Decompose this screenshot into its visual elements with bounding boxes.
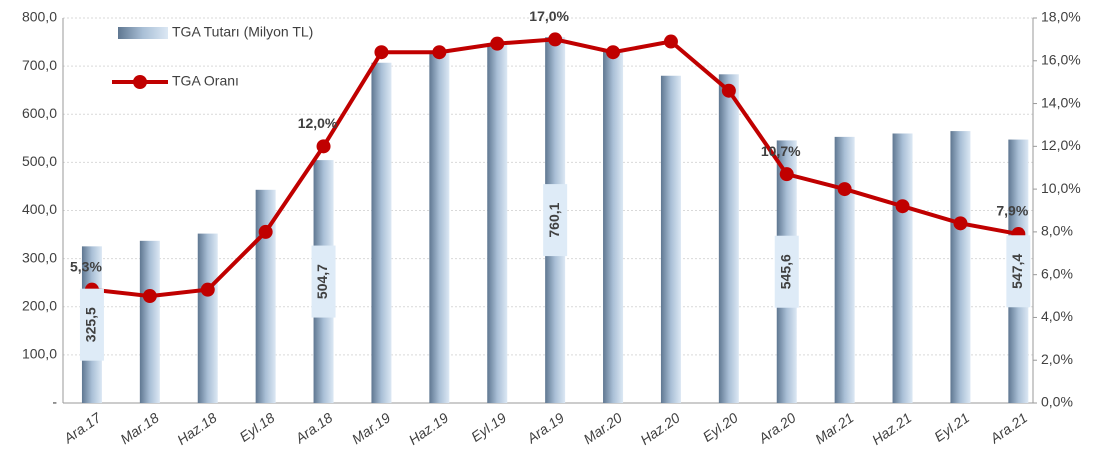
point xyxy=(432,45,447,60)
bar xyxy=(603,49,624,403)
point xyxy=(548,32,563,47)
x-tick-label: Haz.18 xyxy=(174,409,220,448)
point xyxy=(721,83,736,98)
point xyxy=(663,34,678,49)
y2-tick-label: 14,0% xyxy=(1041,94,1081,110)
point xyxy=(779,167,794,182)
legend-swatch xyxy=(118,27,168,39)
bar xyxy=(718,74,739,404)
bar xyxy=(834,136,855,403)
x-tick-label: Eyl.18 xyxy=(236,409,277,445)
x-tick-label: Mar.21 xyxy=(812,409,856,447)
y-tick-label: 500,0 xyxy=(22,153,57,169)
y-tick-label: 200,0 xyxy=(22,297,57,313)
bar xyxy=(660,75,681,403)
value-label-box xyxy=(543,184,568,257)
y-tick-label: 100,0 xyxy=(22,346,57,362)
y2-tick-label: 4,0% xyxy=(1041,308,1073,324)
x-tick-label: Mar.20 xyxy=(580,409,625,447)
point xyxy=(200,282,215,297)
bar xyxy=(429,51,450,403)
value-label: 17,0% xyxy=(529,8,569,24)
point xyxy=(258,224,273,239)
bar xyxy=(892,133,913,403)
value-label: 12,0% xyxy=(298,115,338,131)
point xyxy=(895,199,910,214)
x-tick-label: Ara.20 xyxy=(755,409,799,446)
value-label-box xyxy=(79,288,104,361)
value-label: 10,7% xyxy=(761,143,801,159)
y2-tick-label: 0,0% xyxy=(1041,394,1073,410)
bar xyxy=(371,62,392,403)
value-label-box xyxy=(311,245,336,318)
value-label: 760,1 xyxy=(546,202,562,237)
y-tick-label: 700,0 xyxy=(22,57,57,73)
point xyxy=(316,139,331,154)
y2-tick-label: 8,0% xyxy=(1041,223,1073,239)
x-tick-label: Eyl.21 xyxy=(931,409,972,444)
y2-tick-label: 6,0% xyxy=(1041,265,1073,281)
x-tick-label: Ara.19 xyxy=(523,409,567,446)
y2-tick-label: 16,0% xyxy=(1041,51,1081,67)
y-tick-label: 600,0 xyxy=(22,105,57,121)
point xyxy=(142,289,157,304)
x-tick-label: Haz.20 xyxy=(637,409,683,448)
bar xyxy=(255,189,276,403)
value-label-box xyxy=(774,235,799,308)
y-tick-label: 300,0 xyxy=(22,249,57,265)
x-tick-label: Eyl.20 xyxy=(700,409,741,445)
y-tick-label: 800,0 xyxy=(22,9,57,25)
bar xyxy=(487,43,508,404)
value-label: 504,7 xyxy=(314,264,330,299)
y2-tick-label: 18,0% xyxy=(1041,9,1081,25)
point xyxy=(490,36,505,51)
x-tick-label: Mar.19 xyxy=(349,409,394,447)
value-label-box xyxy=(1006,235,1031,308)
bar xyxy=(139,240,160,403)
value-label: 7,9% xyxy=(996,203,1028,219)
legend-label: TGA Tutarı (Milyon TL) xyxy=(172,24,313,40)
legend-swatch xyxy=(133,75,147,89)
point xyxy=(606,45,621,60)
x-tick-label: Ara.18 xyxy=(292,409,336,446)
value-label: 325,5 xyxy=(83,307,99,342)
value-label: 547,4 xyxy=(1009,254,1025,289)
point xyxy=(837,182,852,197)
bar xyxy=(950,131,971,403)
point xyxy=(374,45,389,60)
y-tick-label: - xyxy=(52,394,57,410)
x-tick-label: Haz.21 xyxy=(869,409,915,448)
x-tick-label: Ara.17 xyxy=(60,409,105,447)
value-label: 5,3% xyxy=(70,258,102,274)
x-tick-label: Mar.18 xyxy=(117,409,162,447)
x-tick-label: Ara.21 xyxy=(986,409,1030,446)
legend-label: TGA Oranı xyxy=(172,73,239,89)
bar xyxy=(197,233,218,403)
y2-tick-label: 10,0% xyxy=(1041,180,1081,196)
value-label: 545,6 xyxy=(777,254,793,289)
y-tick-label: 400,0 xyxy=(22,201,57,217)
x-tick-label: Haz.19 xyxy=(406,409,452,448)
x-tick-label: Eyl.19 xyxy=(468,409,509,445)
point xyxy=(953,216,968,231)
y2-tick-label: 12,0% xyxy=(1041,137,1081,153)
y2-tick-label: 2,0% xyxy=(1041,351,1073,367)
